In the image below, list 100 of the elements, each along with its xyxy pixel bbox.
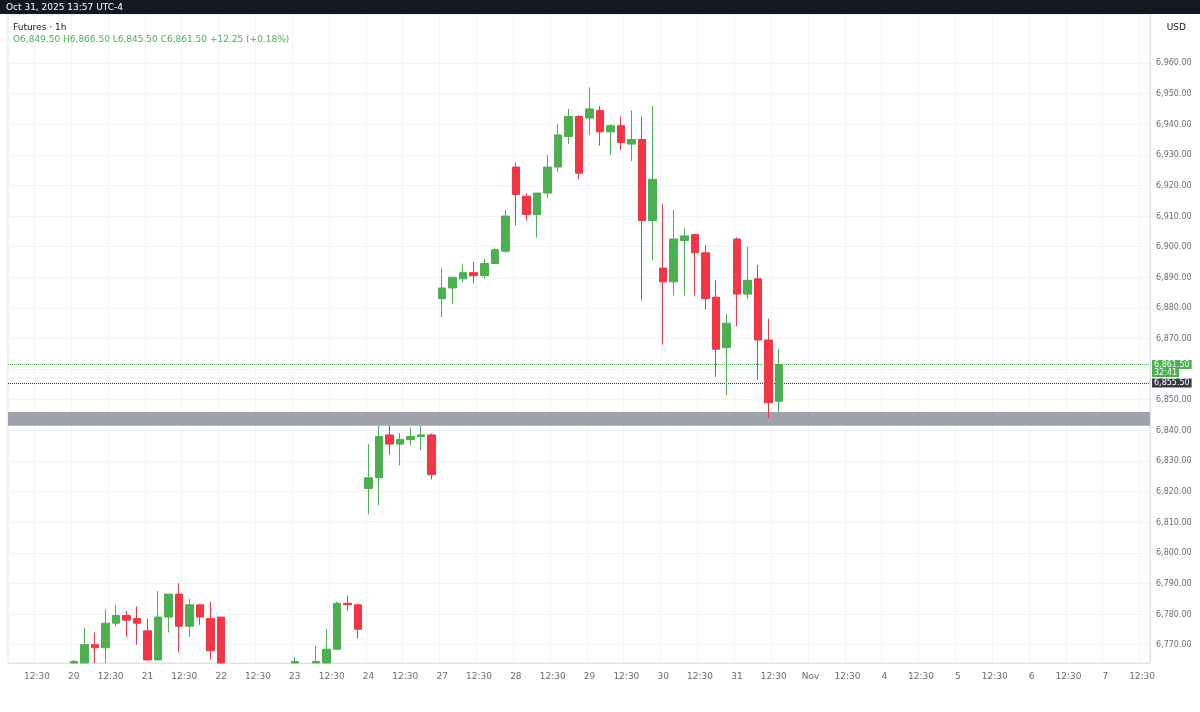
y-tick-label: 6,950.00 bbox=[1156, 89, 1192, 99]
text: Oct 31, 2025 13:57 UTC-4 bbox=[0, 0, 1200, 14]
y-tick-label: 6,800.00 bbox=[1156, 548, 1192, 558]
x-tick-label: 12:30 bbox=[908, 670, 935, 681]
candlestick bbox=[91, 631, 99, 664]
x-tick-label: 24 bbox=[362, 670, 375, 681]
x-tick-label: 29 bbox=[583, 670, 596, 681]
candlestick bbox=[143, 618, 152, 661]
candlestick bbox=[206, 601, 215, 661]
candlestick bbox=[322, 628, 331, 664]
candlestick bbox=[196, 604, 204, 626]
candlestick bbox=[385, 425, 394, 456]
y-tick-label: 6,790.00 bbox=[1156, 578, 1192, 588]
y-axis-title: USD bbox=[1166, 21, 1187, 32]
candlestick bbox=[396, 432, 404, 467]
y-tick-label: 6,850.00 bbox=[1156, 395, 1192, 405]
candlestick bbox=[70, 659, 78, 664]
candlestick bbox=[596, 105, 604, 147]
candlestick bbox=[133, 605, 141, 646]
x-tick-label: 12:30 bbox=[23, 670, 51, 681]
candlestick bbox=[733, 236, 741, 327]
candlestick bbox=[533, 192, 541, 238]
candlestick bbox=[333, 601, 341, 650]
y-tick-label: 6,920.00 bbox=[1156, 180, 1192, 190]
candlestick bbox=[343, 595, 352, 612]
x-tick-label: 12:30 bbox=[97, 670, 124, 681]
text: O6,849.50 H6,866.50 L6,845.50 C6,861.50 +12.25 (+0.18%) bbox=[13, 33, 290, 44]
x-tick-label: 12:30 bbox=[539, 670, 566, 681]
candlestick bbox=[417, 425, 425, 451]
x-tick-label: 27 bbox=[436, 670, 448, 681]
x-tick-label: 20 bbox=[68, 670, 80, 681]
y-tick-label: 6,880.00 bbox=[1156, 303, 1192, 313]
candlestick bbox=[659, 203, 667, 346]
candlestick bbox=[512, 161, 520, 226]
y-tick-label: 6,910.00 bbox=[1156, 211, 1192, 221]
x-tick-label: 12:30 bbox=[760, 670, 787, 681]
candlestick bbox=[543, 154, 552, 199]
candlestick bbox=[448, 276, 457, 304]
candlestick bbox=[469, 261, 478, 284]
candlestick bbox=[459, 264, 467, 283]
candlestick bbox=[406, 426, 415, 447]
x-tick-label: 12:30 bbox=[1055, 670, 1082, 681]
candlestick bbox=[364, 443, 373, 516]
candlestick bbox=[743, 246, 752, 300]
y-tick-label: 6,870.00 bbox=[1156, 334, 1192, 343]
y-tick-label: 6,810.00 bbox=[1156, 517, 1192, 527]
candlestick bbox=[122, 610, 131, 638]
candlestick bbox=[606, 123, 615, 156]
candlestick bbox=[438, 267, 446, 318]
x-tick-label: 5 bbox=[955, 670, 961, 681]
x-tick-label: 12:30 bbox=[392, 670, 419, 681]
x-tick-label: 12:30 bbox=[1129, 670, 1156, 681]
candlestick bbox=[585, 86, 594, 136]
x-tick-label: 6 bbox=[1028, 670, 1035, 681]
y-tick-label: 6,900.00 bbox=[1156, 242, 1192, 252]
candlestick bbox=[522, 192, 531, 222]
candlestick bbox=[701, 244, 710, 310]
y-tick-label: 6,840.00 bbox=[1156, 425, 1192, 435]
y-tick-label: 6,960.00 bbox=[1156, 58, 1192, 68]
candlestick bbox=[754, 264, 762, 381]
y-tick-label: 6,770.00 bbox=[1156, 640, 1192, 650]
x-tick-label: 12:30 bbox=[466, 670, 493, 681]
x-tick-label: 30 bbox=[657, 670, 670, 681]
x-tick-label: 12:30 bbox=[834, 670, 861, 681]
candlestick bbox=[312, 645, 320, 664]
candlestick bbox=[617, 116, 625, 151]
y-tick-label: 6,780.00 bbox=[1156, 609, 1192, 619]
candlestick bbox=[217, 616, 225, 664]
text: 32:41 bbox=[1154, 368, 1178, 378]
candlestick bbox=[575, 114, 583, 180]
candlestick bbox=[480, 258, 489, 280]
candlestick bbox=[175, 582, 183, 653]
candlestick bbox=[164, 593, 173, 633]
x-tick-label: 23 bbox=[289, 670, 301, 681]
candlestick bbox=[638, 116, 646, 301]
x-tick-label: 12:30 bbox=[171, 670, 198, 681]
text: Futures · 1h bbox=[13, 21, 67, 32]
candlestick bbox=[154, 590, 162, 661]
candlestick bbox=[185, 598, 194, 638]
candlestick bbox=[427, 432, 436, 480]
candlestick bbox=[112, 604, 120, 627]
candlestick bbox=[375, 425, 383, 506]
candlestick bbox=[101, 608, 110, 664]
x-tick-label: 12:30 bbox=[687, 670, 714, 681]
candlestick bbox=[648, 105, 657, 261]
y-tick-label: 6,890.00 bbox=[1156, 272, 1192, 282]
x-tick-label: 31 bbox=[731, 670, 743, 681]
x-tick-label: 4 bbox=[881, 670, 888, 681]
x-tick-label: 22 bbox=[215, 670, 227, 681]
y-tick-label: 6,940.00 bbox=[1156, 119, 1192, 129]
candlestick bbox=[354, 604, 362, 640]
candlestick bbox=[764, 318, 773, 419]
candlestick bbox=[291, 656, 299, 664]
candlestick bbox=[680, 227, 689, 297]
x-tick-label: 28 bbox=[510, 670, 522, 681]
candlestick bbox=[669, 209, 678, 297]
x-tick-label: 21 bbox=[141, 670, 154, 681]
candlestick bbox=[712, 279, 720, 378]
y-tick-label: 6,820.00 bbox=[1156, 487, 1192, 497]
candlestick bbox=[491, 247, 499, 264]
